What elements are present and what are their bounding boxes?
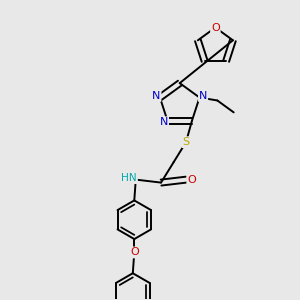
Text: N: N <box>160 117 168 127</box>
Text: O: O <box>187 175 196 184</box>
Text: N: N <box>199 91 207 101</box>
Text: N: N <box>152 91 160 101</box>
Text: O: O <box>211 22 220 32</box>
Text: O: O <box>130 248 139 257</box>
Text: HN: HN <box>122 173 137 183</box>
Text: S: S <box>182 137 190 147</box>
